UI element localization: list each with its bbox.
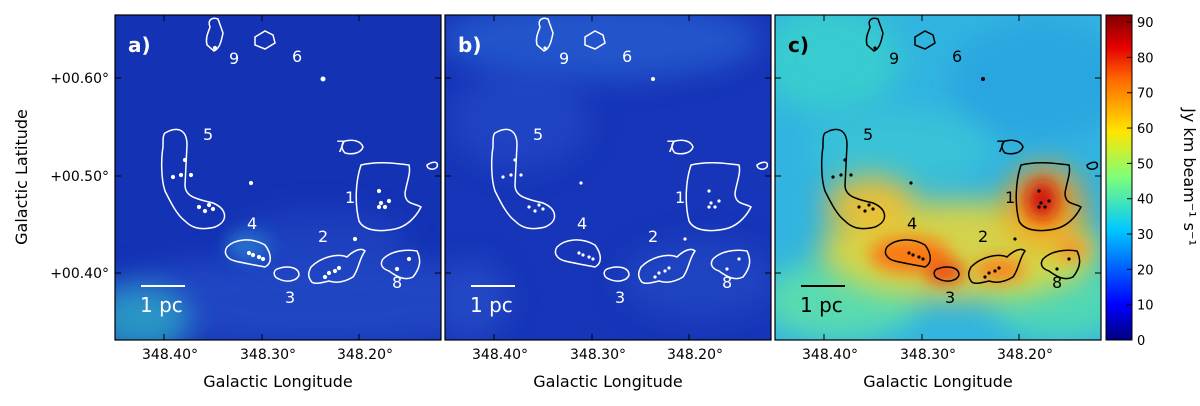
clump-label-6: 6 (952, 47, 962, 66)
clump-label-8: 8 (392, 273, 402, 292)
clump-label-3: 3 (285, 288, 295, 307)
x-axis: 348.40° 348.30° 348.20° 348.40° 348.30° … (142, 15, 1053, 363)
clump-label-3: 3 (615, 288, 625, 307)
colorbar-tick-label: 40 (1137, 193, 1154, 208)
colorbar-label: Jy km beam⁻¹ s⁻¹ (1180, 107, 1199, 246)
clump-label-4: 4 (907, 214, 917, 233)
clump-labels-b: 9 6 5 7 1 4 2 3 8 (533, 47, 732, 307)
y-tick-label: +00.40° (50, 266, 109, 282)
colorbar-tick-label: 90 (1137, 16, 1154, 31)
clump-label-5: 5 (863, 125, 873, 144)
colorbar-tick-label: 30 (1137, 228, 1154, 243)
clump-label-8: 8 (722, 273, 732, 292)
colorbar: 0 10 20 30 40 50 60 70 80 90 Jy km beam⁻¹ s⁻¹ (1105, 14, 1199, 349)
colorbar-gradient (1105, 14, 1133, 341)
x-axis-label-c: Galactic Longitude (863, 372, 1012, 391)
colorbar-tick-label: 80 (1137, 51, 1154, 66)
clump-label-2: 2 (318, 227, 328, 246)
clump-label-4: 4 (247, 214, 257, 233)
x-tick-label: 348.30° (570, 347, 626, 363)
colorbar-tick-label: 20 (1137, 263, 1154, 278)
y-tick-label: +00.60° (50, 71, 109, 87)
colorbar-tick-label: 50 (1137, 157, 1154, 172)
panel-label-c: c) (788, 33, 809, 57)
clump-label-6: 6 (292, 47, 302, 66)
colorbar-tick-label: 10 (1137, 299, 1154, 314)
clump-label-8: 8 (1052, 273, 1062, 292)
clump-label-1: 1 (675, 188, 685, 207)
clump-label-1: 1 (1005, 188, 1015, 207)
scalebar-label-c: 1 pc (800, 293, 843, 317)
clump-label-9: 9 (889, 49, 899, 68)
x-axis-labels: Galactic Longitude Galactic Longitude Ga… (203, 372, 1012, 391)
clump-label-9: 9 (559, 49, 569, 68)
scalebar-label-a: 1 pc (140, 293, 183, 317)
clump-labels-c: 9 6 5 7 1 4 2 3 8 (863, 47, 1062, 307)
x-tick-label: 348.20° (337, 347, 393, 363)
clump-labels-a: 9 6 5 7 1 4 2 3 8 (203, 47, 402, 307)
panel-label-b: b) (458, 33, 481, 57)
colorbar-tick-label: 0 (1137, 334, 1145, 349)
clump-label-6: 6 (622, 47, 632, 66)
scalebar-label-b: 1 pc (470, 293, 513, 317)
x-tick-label: 348.40° (472, 347, 528, 363)
panel-a: a) 9 6 5 7 1 4 2 3 8 1 pc (114, 14, 442, 341)
clump-label-1: 1 (345, 188, 355, 207)
clump-label-7: 7 (666, 137, 676, 156)
clump-label-3: 3 (945, 288, 955, 307)
clump-label-2: 2 (978, 227, 988, 246)
x-tick-label: 348.20° (667, 347, 723, 363)
y-tick-label: +00.50° (50, 169, 109, 185)
panel-b: b) 9 6 5 7 1 4 2 3 8 1 pc (444, 14, 772, 341)
x-tick-label: 348.30° (240, 347, 296, 363)
clump-label-7: 7 (336, 137, 346, 156)
clump-label-7: 7 (996, 137, 1006, 156)
x-tick-label: 348.20° (997, 347, 1053, 363)
colorbar-tick-label: 70 (1137, 87, 1154, 102)
colorbar-ticks: 0 10 20 30 40 50 60 70 80 90 (1127, 16, 1154, 349)
x-axis-label-b: Galactic Longitude (533, 372, 682, 391)
colorbar-tick-label: 60 (1137, 122, 1154, 137)
y-axis-label: Galactic Latitude (12, 109, 31, 245)
y-axis: +00.60° +00.50° +00.40° (50, 71, 1101, 282)
clump-label-4: 4 (577, 214, 587, 233)
panel-c: c) 9 6 5 7 1 4 2 3 8 1 pc (774, 14, 1102, 341)
clump-label-5: 5 (533, 125, 543, 144)
x-tick-label: 348.30° (900, 347, 956, 363)
panel-label-a: a) (128, 33, 151, 57)
clump-label-5: 5 (203, 125, 213, 144)
clump-label-9: 9 (229, 49, 239, 68)
x-axis-label-a: Galactic Longitude (203, 372, 352, 391)
x-tick-label: 348.40° (142, 347, 198, 363)
x-tick-label: 348.40° (802, 347, 858, 363)
clump-label-2: 2 (648, 227, 658, 246)
